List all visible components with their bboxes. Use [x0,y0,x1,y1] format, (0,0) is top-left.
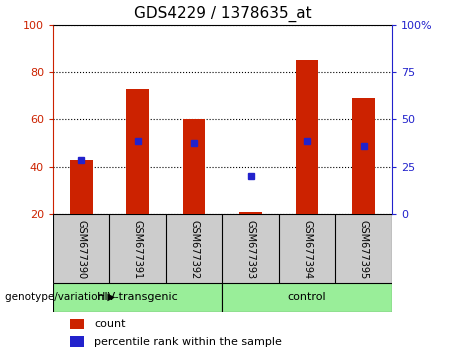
Text: genotype/variation ▶: genotype/variation ▶ [5,292,115,302]
Bar [70,319,84,329]
Text: GSM677391: GSM677391 [133,220,143,279]
Bar [239,212,262,214]
Text: GSM677394: GSM677394 [302,220,312,279]
Bar [53,283,222,312]
Bar [126,89,149,214]
Text: HIV-transgenic: HIV-transgenic [97,292,178,302]
Text: percentile rank within the sample: percentile rank within the sample [95,337,282,347]
Bar [222,283,392,312]
Text: GSM677392: GSM677392 [189,220,199,279]
Text: GSM677395: GSM677395 [359,220,369,279]
Bar [183,119,206,214]
Bar [70,336,84,347]
Text: GSM677393: GSM677393 [246,220,256,279]
Bar [352,98,375,214]
Text: count: count [95,319,126,329]
Text: GSM677390: GSM677390 [76,220,86,279]
Title: GDS4229 / 1378635_at: GDS4229 / 1378635_at [134,6,311,22]
Bar [296,60,319,214]
Bar [70,160,93,214]
Text: control: control [288,292,326,302]
